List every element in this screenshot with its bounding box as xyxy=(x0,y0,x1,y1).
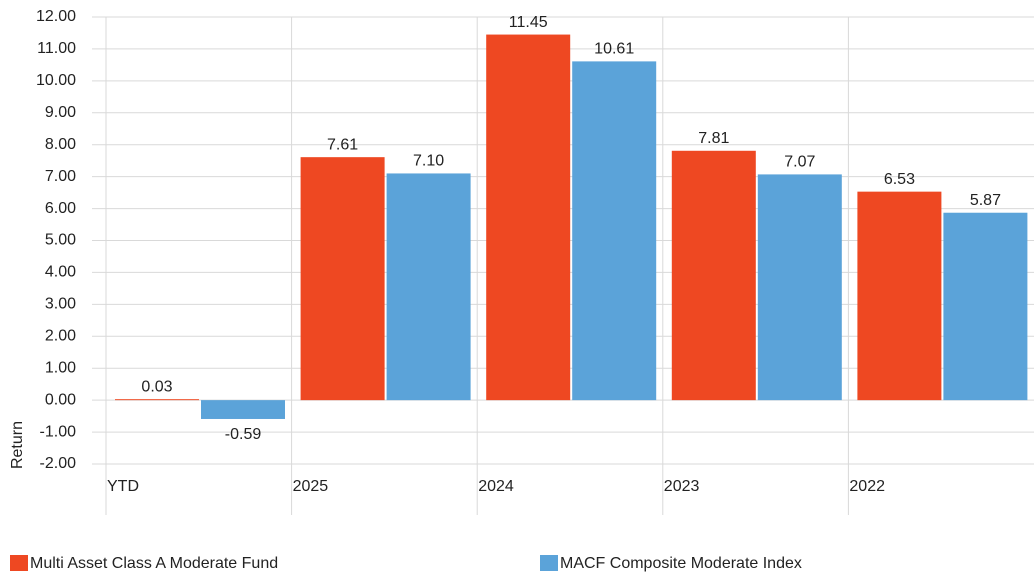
y-tick-label: 5.00 xyxy=(45,232,76,249)
legend-label: Multi Asset Class A Moderate Fund xyxy=(30,555,278,572)
bar xyxy=(486,34,571,401)
value-label: 6.53 xyxy=(884,171,915,188)
value-label: -0.59 xyxy=(225,426,262,443)
y-tick-label: 4.00 xyxy=(45,264,76,281)
x-tick-label: 2025 xyxy=(293,478,329,495)
bar xyxy=(572,61,657,401)
y-tick-label: 7.00 xyxy=(45,168,76,185)
x-tick-label: 2023 xyxy=(664,478,700,495)
bar xyxy=(201,400,285,419)
value-label: 10.61 xyxy=(594,41,634,58)
y-tick-label: 3.00 xyxy=(45,296,76,313)
x-tick-label: YTD xyxy=(107,478,139,495)
x-tick-label: 2022 xyxy=(849,478,885,495)
bar xyxy=(115,399,199,401)
y-axis-label: Return xyxy=(9,421,26,469)
value-label: 0.03 xyxy=(141,378,172,395)
bar xyxy=(943,212,1028,401)
value-label: 7.81 xyxy=(698,130,729,147)
y-tick-label: -2.00 xyxy=(40,455,77,472)
value-label: 5.87 xyxy=(970,192,1001,209)
value-label: 7.61 xyxy=(327,136,358,153)
legend-swatch xyxy=(540,555,558,571)
bar xyxy=(757,174,842,401)
value-label: 11.45 xyxy=(509,14,548,31)
y-tick-label: 0.00 xyxy=(45,391,76,408)
y-tick-label: 2.00 xyxy=(45,328,76,345)
y-tick-label: 10.00 xyxy=(36,72,76,89)
y-tick-label: -1.00 xyxy=(40,423,77,440)
bar xyxy=(857,191,942,401)
legend-swatch xyxy=(10,555,28,571)
bar xyxy=(300,157,385,401)
y-tick-label: 6.00 xyxy=(45,200,76,217)
legend-label: MACF Composite Moderate Index xyxy=(560,555,802,572)
value-label: 7.07 xyxy=(784,154,815,171)
bar xyxy=(386,173,471,401)
y-tick-label: 11.00 xyxy=(37,40,76,57)
y-tick-label: 8.00 xyxy=(45,136,76,153)
y-tick-label: 12.00 xyxy=(36,8,76,25)
y-tick-label: 1.00 xyxy=(45,359,76,376)
value-label: 7.10 xyxy=(413,153,444,170)
y-tick-label: 9.00 xyxy=(45,104,76,121)
x-tick-label: 2024 xyxy=(478,478,514,495)
bar xyxy=(671,150,756,401)
